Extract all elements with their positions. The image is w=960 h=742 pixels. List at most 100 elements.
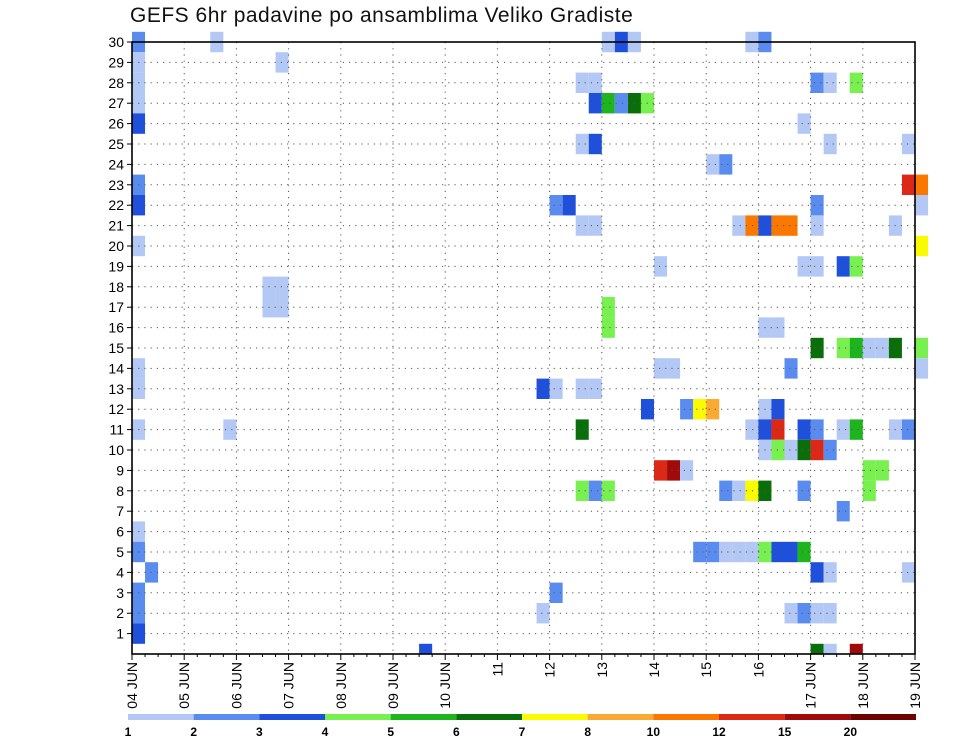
colorbar-swatch bbox=[850, 714, 916, 720]
y-tick-label: 6 bbox=[116, 524, 124, 540]
heat-cell bbox=[797, 419, 811, 440]
heat-cell bbox=[823, 643, 837, 654]
colorbar-swatch bbox=[193, 714, 260, 720]
heat-cell bbox=[784, 215, 798, 236]
x-tick-label: 08 JUN bbox=[333, 662, 349, 709]
colorbar-swatch bbox=[653, 714, 719, 720]
heat-cell bbox=[915, 174, 929, 195]
y-tick-label: 9 bbox=[116, 462, 124, 478]
heat-cell bbox=[915, 235, 929, 257]
heat-cell bbox=[810, 439, 824, 461]
colorbar-swatch bbox=[128, 714, 194, 720]
colorbar-swatch bbox=[325, 714, 391, 720]
heat-cell bbox=[784, 541, 798, 563]
heat-cell bbox=[901, 562, 915, 583]
heat-cell bbox=[732, 480, 746, 501]
heat-cell bbox=[823, 133, 837, 155]
heat-cell bbox=[719, 154, 733, 175]
heat-cell bbox=[901, 133, 915, 155]
heat-cell bbox=[575, 480, 589, 501]
y-tick-label: 13 bbox=[108, 381, 124, 397]
x-tick-label: 12 bbox=[542, 662, 558, 678]
heat-cell bbox=[797, 480, 811, 501]
heat-cell bbox=[810, 195, 824, 216]
heat-cell bbox=[719, 480, 733, 501]
x-tick-label: 11 bbox=[489, 662, 505, 677]
heat-cell bbox=[719, 541, 733, 563]
heat-cell bbox=[575, 133, 589, 155]
heat-cell bbox=[836, 419, 850, 440]
heat-cell bbox=[223, 419, 237, 440]
colorbar-label: 8 bbox=[584, 725, 591, 739]
y-tick-label: 15 bbox=[108, 340, 124, 356]
x-axis-ticks: 04 JUN 05 JUN 06 JUN 07 JUN 08 JUN 09 JUN 10 J… bbox=[124, 654, 923, 709]
heat-cell bbox=[784, 603, 798, 624]
heat-cell bbox=[575, 378, 589, 399]
y-tick-label: 12 bbox=[108, 401, 124, 417]
heat-cell bbox=[732, 215, 746, 236]
heat-cell bbox=[862, 460, 876, 481]
y-tick-label: 20 bbox=[108, 238, 124, 254]
heat-cell bbox=[823, 562, 837, 583]
y-tick-label: 27 bbox=[108, 95, 124, 111]
heat-cell bbox=[810, 603, 824, 624]
colorbar-label: 7 bbox=[519, 725, 526, 739]
heat-cell bbox=[588, 480, 602, 501]
heat-cell bbox=[836, 501, 850, 522]
heat-cell bbox=[667, 460, 681, 481]
y-tick-label: 28 bbox=[108, 75, 124, 91]
x-tick-label: 10 JUN bbox=[437, 662, 453, 709]
heat-cell bbox=[797, 256, 811, 277]
heat-cell bbox=[588, 133, 602, 155]
y-tick-label: 14 bbox=[108, 360, 124, 376]
heat-cell bbox=[862, 337, 876, 359]
y-tick-label: 23 bbox=[108, 177, 124, 193]
colorbar-label: 1 bbox=[125, 725, 132, 739]
heat-cell bbox=[275, 276, 289, 297]
heat-cell bbox=[836, 256, 850, 277]
y-tick-label: 5 bbox=[116, 544, 124, 560]
heat-cell bbox=[536, 378, 550, 399]
y-tick-label: 11 bbox=[109, 422, 124, 438]
heat-cell bbox=[810, 256, 824, 277]
heat-cell bbox=[680, 399, 694, 420]
heat-cell bbox=[823, 72, 837, 93]
colorbar-swatch bbox=[456, 714, 522, 720]
colorbar-swatch bbox=[587, 714, 654, 720]
colorbar-swatch bbox=[259, 714, 325, 720]
grid-lines bbox=[132, 42, 915, 654]
heat-cell bbox=[706, 154, 720, 175]
heat-cell bbox=[654, 256, 668, 277]
heat-cell bbox=[849, 419, 863, 440]
x-tick-label: 09 JUN bbox=[385, 662, 401, 709]
y-tick-label: 18 bbox=[108, 279, 124, 295]
heat-cell bbox=[601, 480, 615, 501]
x-tick-label: 19 JUN bbox=[907, 662, 923, 709]
heat-cell bbox=[667, 358, 681, 379]
heat-cell bbox=[706, 541, 720, 563]
colorbar-label: 20 bbox=[844, 725, 858, 739]
heat-cell bbox=[849, 72, 863, 93]
colorbar: 1 2 3 4 5 6 7 8 10 12 15 20 bbox=[125, 714, 916, 739]
y-tick-label: 29 bbox=[108, 54, 124, 70]
x-tick-label: 16 bbox=[750, 662, 766, 678]
heat-cell bbox=[836, 337, 850, 359]
heat-cell bbox=[275, 297, 289, 318]
heat-cell bbox=[575, 215, 589, 236]
heat-cell bbox=[693, 541, 707, 563]
heat-cell bbox=[549, 378, 563, 399]
heat-cell bbox=[588, 93, 602, 114]
y-tick-label: 7 bbox=[116, 503, 124, 519]
colorbar-swatch bbox=[390, 714, 457, 720]
y-tick-label: 2 bbox=[116, 605, 124, 621]
heat-cell bbox=[810, 562, 824, 583]
colorbar-swatch bbox=[784, 714, 851, 720]
heat-cell bbox=[901, 174, 915, 195]
y-tick-label: 25 bbox=[108, 136, 124, 152]
heat-cell bbox=[549, 582, 563, 603]
heat-cell bbox=[810, 72, 824, 93]
colorbar-swatch bbox=[522, 714, 588, 720]
y-tick-label: 19 bbox=[108, 258, 124, 274]
heat-cell bbox=[732, 541, 746, 563]
colorbar-label: 15 bbox=[778, 725, 792, 739]
